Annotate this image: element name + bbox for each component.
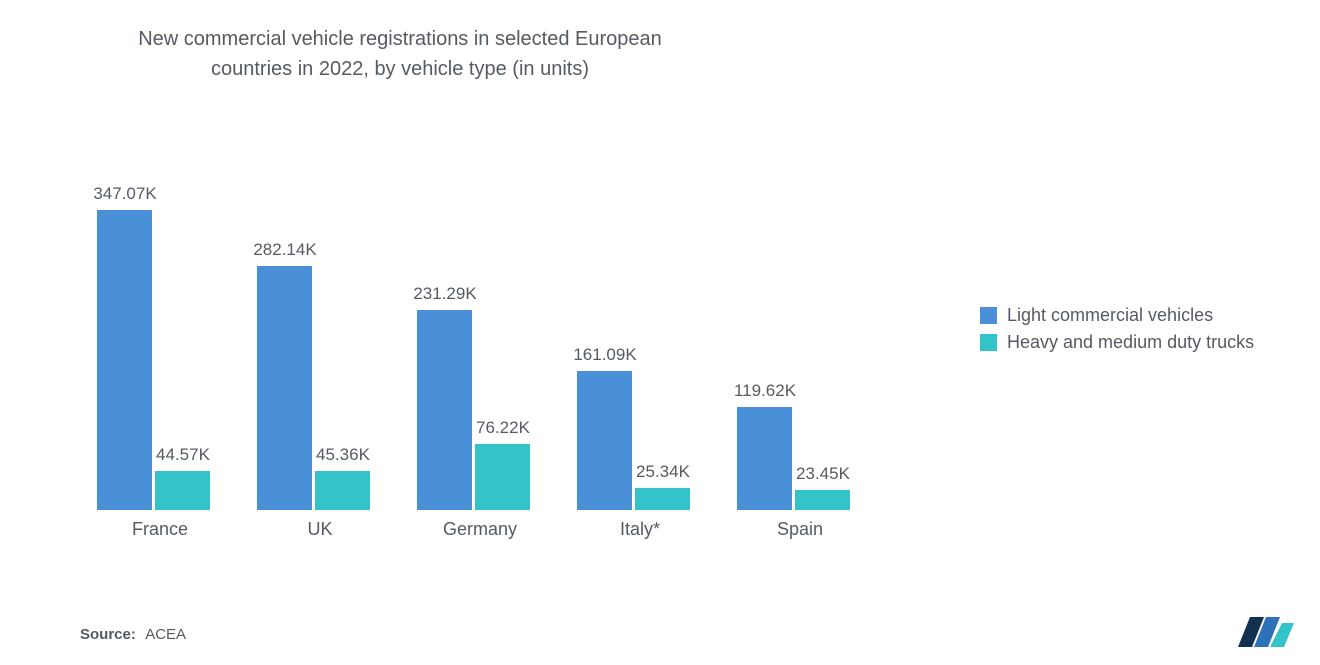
legend-label: Heavy and medium duty trucks [1007, 332, 1254, 353]
bar-lcv: 161.09K [577, 371, 632, 510]
bar-value-label: 231.29K [395, 284, 495, 304]
bar-value-label: 45.36K [293, 445, 393, 465]
bar-hvy: 44.57K [155, 471, 210, 510]
bar-lcv: 231.29K [417, 310, 472, 510]
bar-hvy: 25.34K [635, 488, 690, 510]
legend: Light commercial vehicles Heavy and medi… [980, 305, 1254, 359]
bar-hvy: 76.22K [475, 444, 530, 510]
legend-swatch-icon [980, 307, 997, 324]
bar-value-label: 25.34K [613, 462, 713, 482]
legend-label: Light commercial vehicles [1007, 305, 1213, 326]
bar-value-label: 119.62K [715, 381, 815, 401]
bar-value-label: 161.09K [555, 345, 655, 365]
category-label: Germany [415, 519, 545, 540]
category-label: Spain [735, 519, 865, 540]
legend-item-hvy: Heavy and medium duty trucks [980, 332, 1254, 353]
bar-lcv: 119.62K [737, 407, 792, 510]
brand-logo-icon [1238, 611, 1294, 647]
chart-area: 347.07K 44.57K France 282.14K 45.36K UK … [95, 200, 895, 540]
legend-swatch-icon [980, 334, 997, 351]
bar-lcv: 347.07K [97, 210, 152, 510]
source-line: Source: ACEA [80, 626, 186, 643]
bar-value-label: 282.14K [235, 240, 335, 260]
bar-value-label: 23.45K [773, 464, 873, 484]
category-label: Italy* [575, 519, 705, 540]
bar-value-label: 44.57K [133, 445, 233, 465]
chart-title: New commercial vehicle registrations in … [100, 24, 700, 84]
bar-value-label: 347.07K [75, 184, 175, 204]
category-label: France [95, 519, 225, 540]
bar-hvy: 23.45K [795, 490, 850, 510]
legend-item-lcv: Light commercial vehicles [980, 305, 1254, 326]
bar-lcv: 282.14K [257, 266, 312, 510]
bar-hvy: 45.36K [315, 471, 370, 510]
bar-value-label: 76.22K [453, 418, 553, 438]
category-label: UK [255, 519, 385, 540]
source-value: ACEA [145, 626, 186, 643]
source-label: Source: [80, 626, 136, 643]
